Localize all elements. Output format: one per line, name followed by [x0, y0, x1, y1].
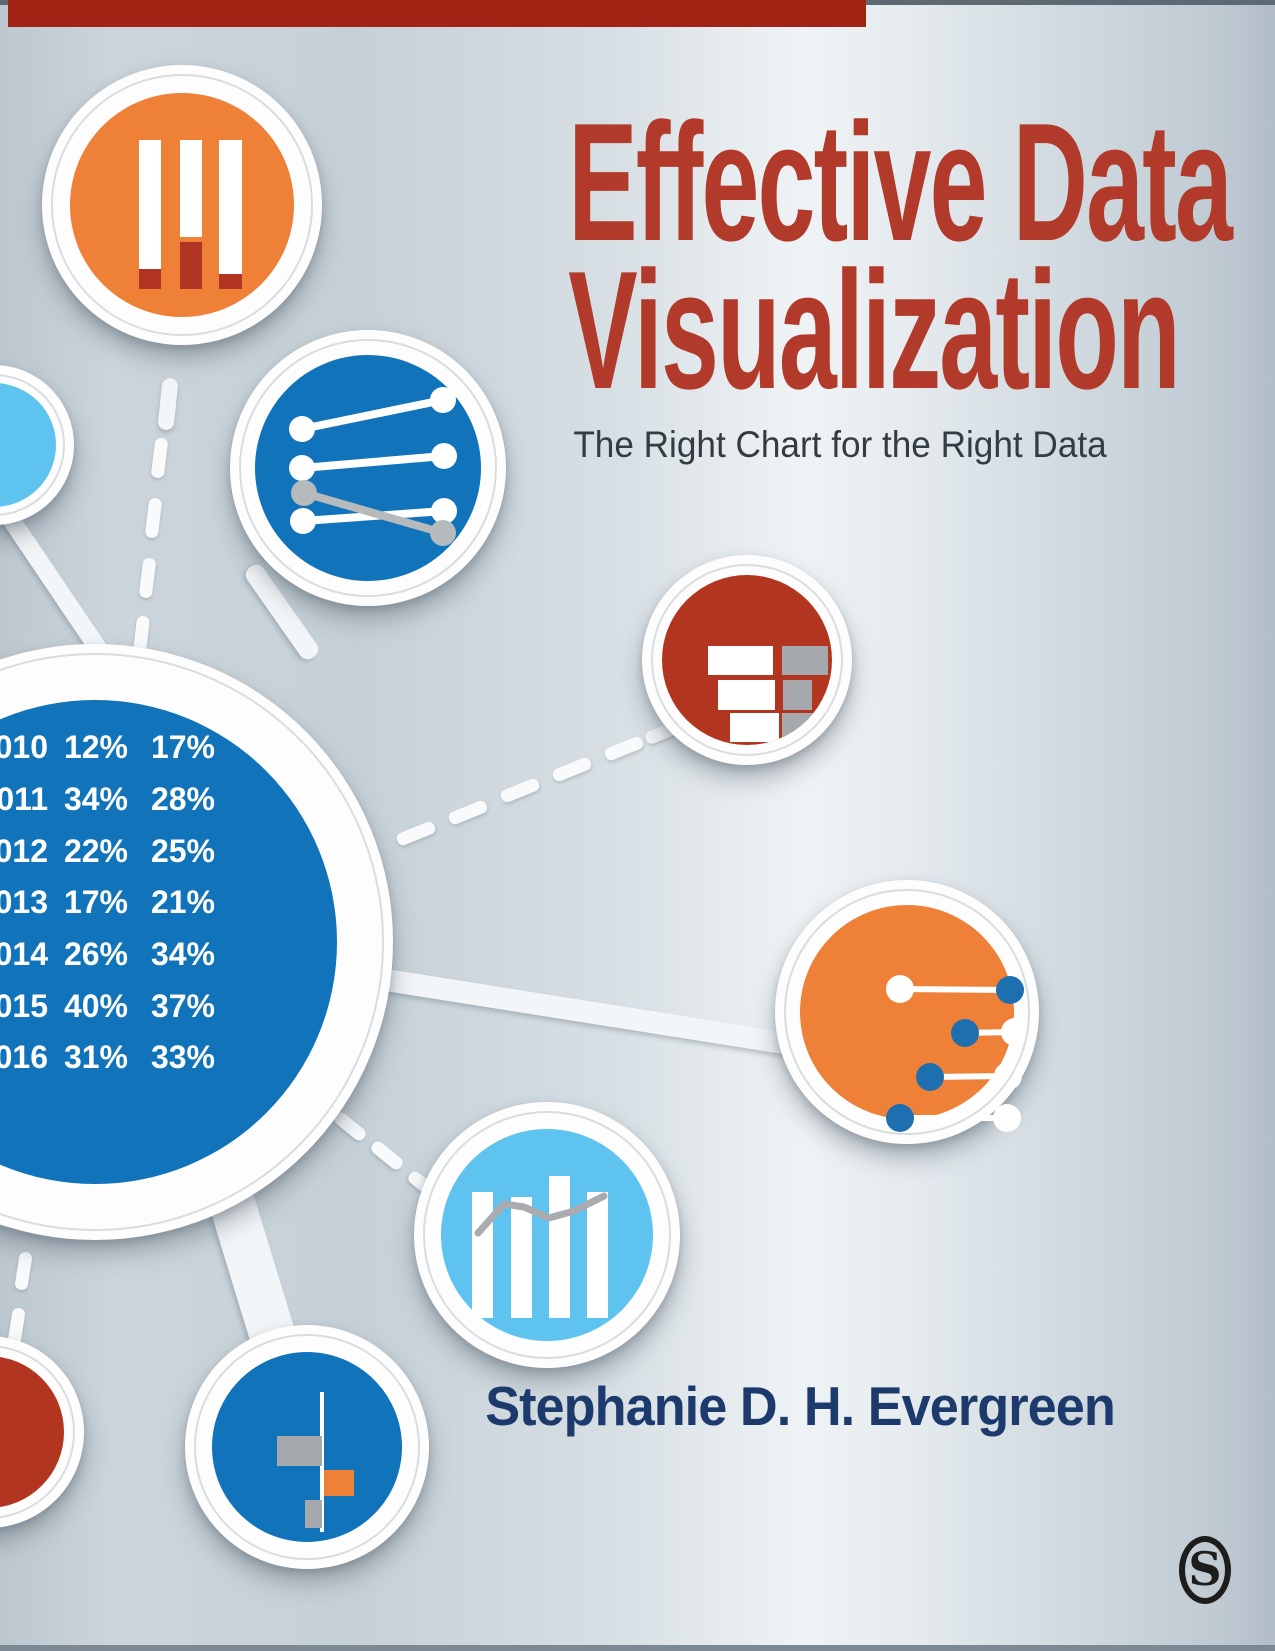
table-cell: 21%: [150, 884, 215, 921]
connector-orange-stalk: [157, 377, 179, 431]
author-name: Stephanie D. H. Evergreen: [485, 1375, 1116, 1437]
diverging-bar-chart-icon: [212, 1352, 402, 1542]
red-circle: [0, 1356, 64, 1508]
table-cell: 31%: [63, 1039, 128, 1076]
table-cell: 26%: [63, 936, 128, 973]
badge-dumbbell-chart: [775, 880, 1039, 1144]
bar-line-combo-icon: [472, 1176, 608, 1318]
title-line-2: Visualization: [568, 236, 1180, 424]
sky-circle: [0, 383, 56, 507]
badge-slope-chart: [230, 330, 506, 606]
top-red-bar: [8, 0, 866, 27]
bottom-edge-strip: [0, 1645, 1275, 1651]
badge-red-partial: [0, 1336, 84, 1528]
table-cell-year: 2010: [0, 729, 48, 766]
title-line-1: Effective Data: [568, 88, 1233, 276]
table-cell: 34%: [150, 936, 215, 973]
table-cell: 28%: [150, 781, 215, 818]
table-cell: 37%: [150, 987, 215, 1024]
column-chart-icon: [70, 93, 294, 317]
table-cell: 17%: [150, 729, 215, 766]
logo-letter: S: [1188, 1542, 1222, 1596]
table-cell-year: 2015: [0, 987, 48, 1024]
data-table: 2010 12% 17% 2011 34% 28% 2012 22% 25% 2013 17%…: [0, 722, 215, 1084]
table-cell: 12%: [63, 729, 128, 766]
badge-diverging-bar: [185, 1325, 429, 1569]
connector-dash: [150, 437, 169, 479]
table-cell: 17%: [63, 884, 128, 921]
table-cell: 33%: [150, 1039, 215, 1076]
table-cell-year: 2014: [0, 936, 48, 973]
connector-dash: [551, 755, 593, 784]
stacked-bar-icon: [662, 575, 832, 745]
badge-stacked-bar: [642, 555, 852, 765]
connector-dash: [447, 798, 489, 827]
badge-bar-line-combo: [414, 1102, 680, 1368]
table-cell-year: 2016: [0, 1039, 48, 1076]
connector-dash: [14, 1251, 33, 1291]
connector-dash: [144, 497, 163, 539]
table-cell-year: 2011: [0, 781, 48, 818]
table-cell-year: 2013: [0, 884, 48, 921]
connector-dash: [499, 776, 541, 805]
connector-hub-to-dumbbell: [373, 967, 803, 1057]
badge-column-chart: [42, 65, 322, 345]
book-subtitle: The Right Chart for the Right Data: [573, 424, 1107, 465]
sage-publisher-logo: S: [1179, 1536, 1231, 1604]
logo-oval: [1179, 1536, 1231, 1604]
book-title: Effective Data Visualization: [568, 88, 1233, 424]
connector-dash: [368, 1139, 406, 1172]
badge-sky-small: [0, 365, 74, 525]
dumbbell-chart-icon: [886, 975, 1029, 1132]
table-cell: 25%: [150, 832, 215, 869]
table-cell: 40%: [63, 987, 128, 1024]
slope-chart-icon: [289, 387, 457, 546]
table-cell: 22%: [63, 832, 128, 869]
connector-dash: [603, 734, 645, 763]
connector-dash: [395, 819, 437, 848]
table-cell-year: 2012: [0, 832, 48, 869]
table-cell: 34%: [63, 781, 128, 818]
connector-dash: [138, 557, 157, 599]
